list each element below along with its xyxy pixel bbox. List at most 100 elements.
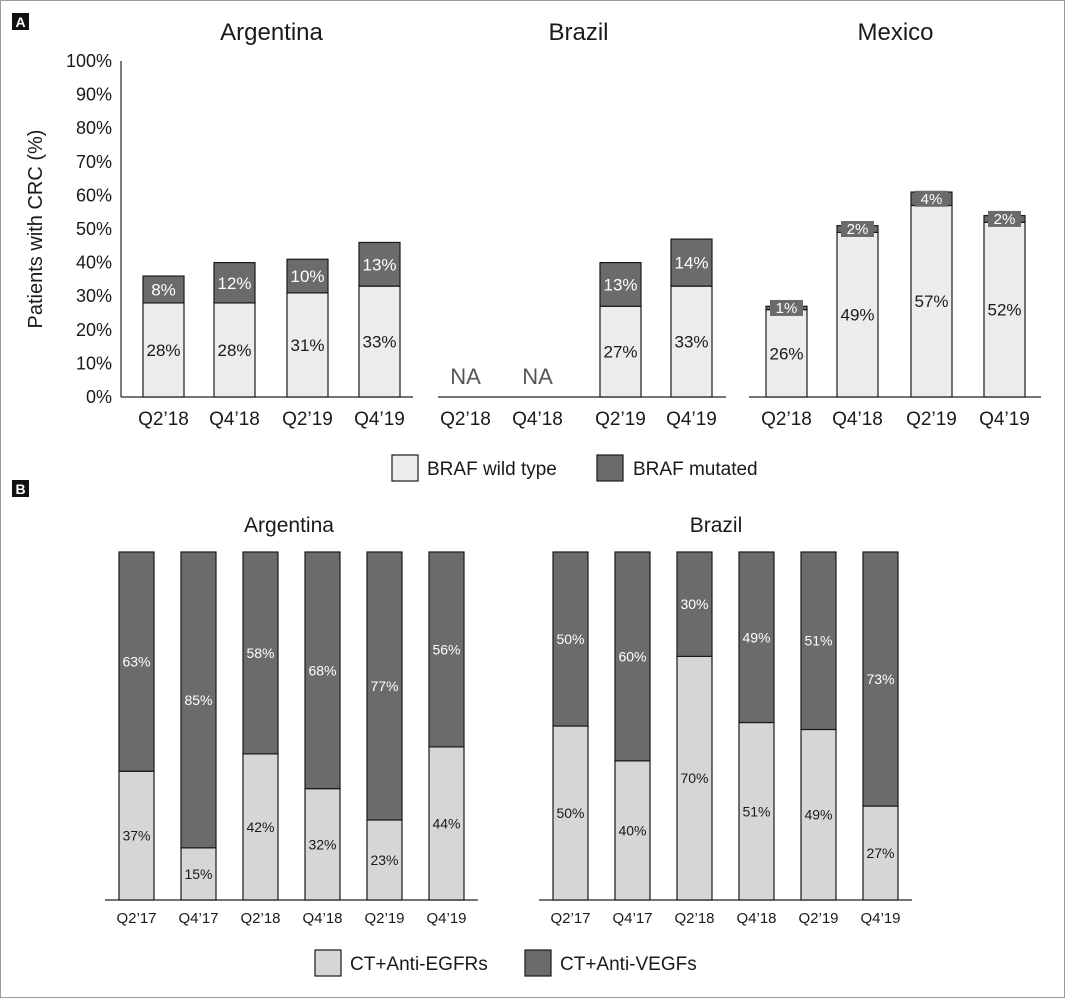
data-label-egfr: 37% <box>122 828 150 844</box>
y-tick-label: 60% <box>76 185 112 205</box>
bar-ct-anti-egfrs <box>366 819 403 901</box>
legend-swatch-ct-anti-egfrs <box>314 949 342 977</box>
legend-swatch-braf-wild-type <box>391 454 419 482</box>
bar-ct-anti-egfrs <box>614 760 651 901</box>
x-tick-label: Q2’19 <box>595 409 646 430</box>
group-title: Mexico <box>857 19 933 46</box>
data-label-mutated: 13% <box>362 255 396 274</box>
x-tick-label: Q4’19 <box>426 910 466 927</box>
y-tick-label: 40% <box>76 253 112 273</box>
x-tick-label: Q4’19 <box>666 409 717 430</box>
bar-ct-anti-vegfs <box>428 551 465 748</box>
bar-braf-mutated <box>358 241 401 287</box>
data-label-egfr: 27% <box>866 845 894 861</box>
data-label-egfr: 32% <box>308 836 336 852</box>
data-label-egfr: 49% <box>804 807 832 823</box>
data-label-vegf: 56% <box>432 641 460 657</box>
x-tick-label: Q2’19 <box>798 910 838 927</box>
legend-label-ct-anti-egfrs: CT+Anti-EGFRs <box>350 954 488 975</box>
x-tick-label: Q4’18 <box>209 409 260 430</box>
legend-swatch-ct-anti-vegfs <box>524 949 552 977</box>
data-label-wild-type: 27% <box>603 343 637 362</box>
bar-braf-mutated <box>213 262 256 304</box>
bar-ct-anti-egfrs <box>428 746 465 901</box>
data-label-mutated: 4% <box>921 191 943 208</box>
data-label-vegf: 51% <box>804 633 832 649</box>
bar-braf-mutated <box>286 258 329 294</box>
bar-ct-anti-vegfs <box>738 551 775 724</box>
data-label-vegf: 68% <box>308 662 336 678</box>
bar-ct-anti-egfrs <box>800 728 837 901</box>
y-tick-label: 10% <box>76 353 112 373</box>
x-tick-label: Q4’19 <box>979 409 1030 430</box>
bar-ct-anti-vegfs <box>862 551 899 807</box>
data-label-egfr: 15% <box>184 866 212 882</box>
x-tick-label: Q2’18 <box>240 910 280 927</box>
bar-braf-wild-type <box>142 302 185 398</box>
y-tick-label: 70% <box>76 152 112 172</box>
data-label-vegf: 60% <box>618 648 646 664</box>
panel-a-badge: A <box>15 14 25 30</box>
data-label-wild-type: 33% <box>362 333 396 352</box>
data-label-egfr: 40% <box>618 822 646 838</box>
bar-ct-anti-egfrs <box>180 847 217 901</box>
data-label-wild-type: 28% <box>217 341 251 360</box>
x-tick-label: Q4’17 <box>612 910 652 927</box>
data-label-mutated: 10% <box>290 267 324 286</box>
x-tick-label: Q2’17 <box>550 910 590 927</box>
x-tick-label: Q2’17 <box>116 910 156 927</box>
na-label: NA <box>522 364 553 389</box>
group-title: Argentina <box>244 514 334 537</box>
data-label-mutated: 8% <box>151 280 176 299</box>
data-label-wild-type: 57% <box>914 292 948 311</box>
data-label-vegf: 58% <box>246 645 274 661</box>
data-label-wild-type: 33% <box>674 333 708 352</box>
bar-ct-anti-vegfs <box>552 551 589 727</box>
bar-ct-anti-vegfs <box>304 551 341 790</box>
bar-ct-anti-vegfs <box>180 551 217 849</box>
data-label-egfr: 42% <box>246 819 274 835</box>
bar-ct-anti-vegfs <box>614 551 651 762</box>
bar-braf-wild-type <box>213 302 256 398</box>
x-tick-label: Q2’18 <box>674 910 714 927</box>
x-tick-label: Q4’19 <box>354 409 405 430</box>
x-tick-label: Q4’18 <box>736 910 776 927</box>
data-label-mutated: 14% <box>674 254 708 273</box>
data-label-wild-type: 31% <box>290 336 324 355</box>
x-tick-label: Q2’18 <box>761 409 812 430</box>
panel-b-badge: B <box>15 481 25 497</box>
y-axis-title: Patients with CRC (%) <box>25 130 47 329</box>
data-label-mutated-bg <box>988 210 1021 227</box>
bar-ct-anti-vegfs <box>118 551 155 772</box>
bar-braf-wild-type <box>836 231 879 398</box>
data-label-mutated: 1% <box>776 300 798 317</box>
data-label-egfr: 70% <box>680 770 708 786</box>
data-label-vegf: 85% <box>184 692 212 708</box>
data-label-mutated-bg <box>770 299 803 316</box>
bar-ct-anti-vegfs <box>366 551 403 821</box>
y-tick-label: 80% <box>76 118 112 138</box>
data-label-vegf: 49% <box>742 629 770 645</box>
y-tick-label: 30% <box>76 286 112 306</box>
na-label: NA <box>450 364 481 389</box>
x-tick-label: Q4’18 <box>832 409 883 430</box>
data-label-vegf: 30% <box>680 596 708 612</box>
group-title: Brazil <box>548 19 608 46</box>
data-label-mutated: 12% <box>217 274 251 293</box>
group-title: Argentina <box>220 19 323 46</box>
data-label-vegf: 63% <box>122 654 150 670</box>
x-tick-label: Q2’18 <box>138 409 189 430</box>
bar-braf-mutated <box>670 238 713 287</box>
bar-braf-wild-type <box>599 305 642 398</box>
panel-a-badge-box <box>12 13 29 30</box>
bar-ct-anti-egfrs <box>552 725 589 901</box>
x-tick-label: Q2’19 <box>906 409 957 430</box>
data-label-mutated: 13% <box>603 275 637 294</box>
data-label-mutated-bg <box>841 221 874 237</box>
x-tick-label: Q2’19 <box>364 910 404 927</box>
x-tick-label: Q4’19 <box>860 910 900 927</box>
bar-ct-anti-egfrs <box>304 788 341 901</box>
bar-braf-mutated <box>599 262 642 307</box>
data-label-vegf: 77% <box>370 678 398 694</box>
